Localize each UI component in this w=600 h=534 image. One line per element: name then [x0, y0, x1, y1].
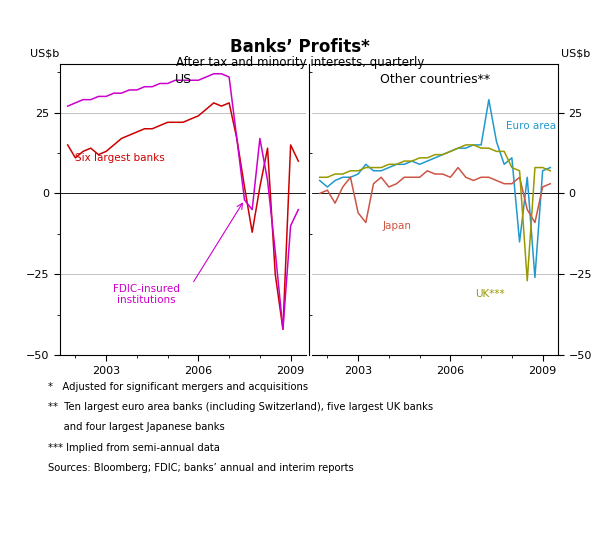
- Text: FDIC-insured
institutions: FDIC-insured institutions: [113, 284, 179, 305]
- Text: UK***: UK***: [475, 289, 505, 299]
- Text: US: US: [175, 73, 191, 86]
- Text: and four largest Japanese banks: and four largest Japanese banks: [48, 422, 225, 433]
- Text: *** Implied from semi-annual data: *** Implied from semi-annual data: [48, 443, 220, 453]
- Text: Other countries**: Other countries**: [380, 73, 490, 86]
- Text: Sources: Bloomberg; FDIC; banks’ annual and interim reports: Sources: Bloomberg; FDIC; banks’ annual …: [48, 463, 354, 473]
- Text: Japan: Japan: [383, 221, 412, 231]
- Text: **  Ten largest euro area banks (including Switzerland), five largest UK banks: ** Ten largest euro area banks (includin…: [48, 402, 433, 412]
- Text: *   Adjusted for significant mergers and acquisitions: * Adjusted for significant mergers and a…: [48, 382, 308, 392]
- Text: US$b: US$b: [31, 48, 60, 58]
- Text: Euro area: Euro area: [506, 121, 556, 131]
- Text: US$b: US$b: [561, 48, 590, 58]
- Text: After tax and minority interests, quarterly: After tax and minority interests, quarte…: [176, 57, 424, 69]
- Text: Banks’ Profits*: Banks’ Profits*: [230, 38, 370, 56]
- Text: Six largest banks: Six largest banks: [76, 153, 165, 163]
